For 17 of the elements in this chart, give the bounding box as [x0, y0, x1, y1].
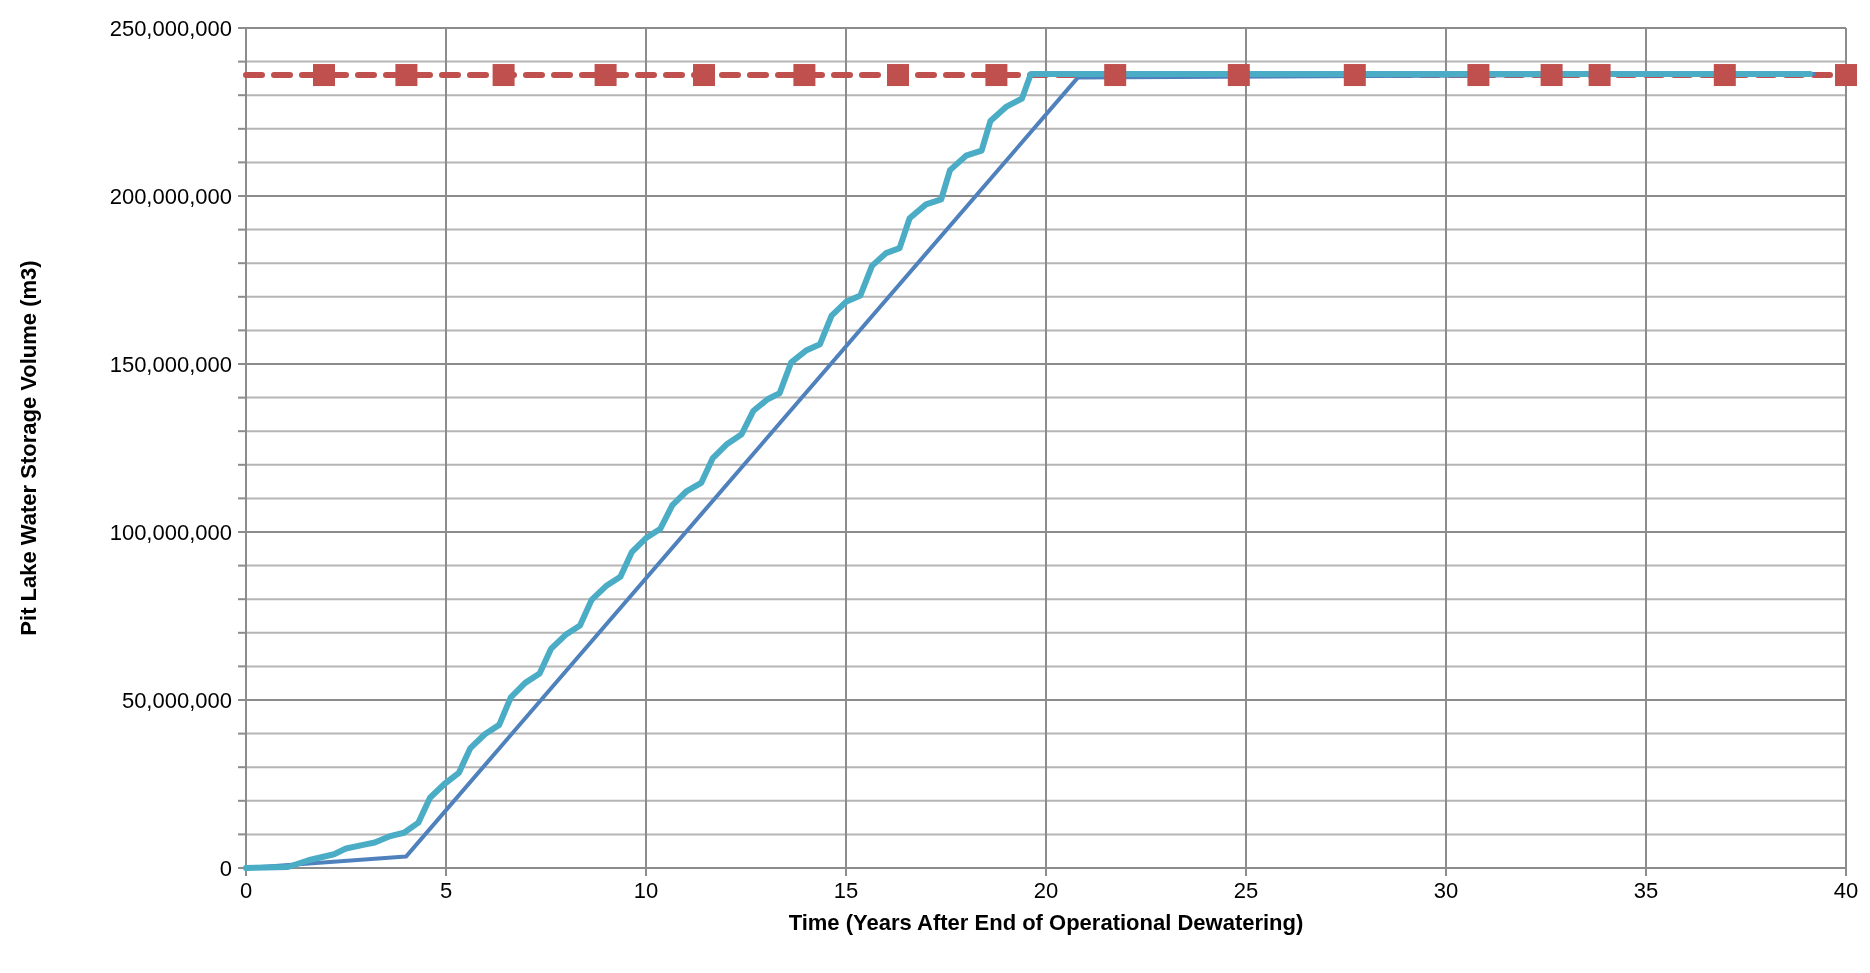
x-tick-label: 10 — [633, 878, 659, 903]
x-axis-title: Time (Years After End of Operational Dewatering) — [788, 910, 1304, 935]
y-tick-label: 50,000,000 — [121, 687, 232, 713]
x-tick-label: 30 — [1433, 878, 1459, 903]
x-tick-label: 15 — [833, 878, 859, 903]
x-tick-label: 40 — [1833, 878, 1859, 903]
x-tick-label: 20 — [1033, 878, 1059, 903]
y-tick-label: 0 — [219, 855, 232, 881]
y-tick-label: 250,000,000 — [109, 15, 232, 41]
x-tick-label: 0 — [239, 878, 253, 903]
y-tick-label: 200,000,000 — [109, 183, 232, 209]
x-tick-label: 25 — [1233, 878, 1259, 903]
y-tick-label: 100,000,000 — [109, 519, 232, 545]
x-tick-label: 5 — [439, 878, 453, 903]
y-axis-title: Pit Lake Water Storage Volume (m3) — [16, 260, 41, 636]
y-tick-label: 150,000,000 — [109, 351, 232, 377]
x-tick-label: 35 — [1633, 878, 1659, 903]
